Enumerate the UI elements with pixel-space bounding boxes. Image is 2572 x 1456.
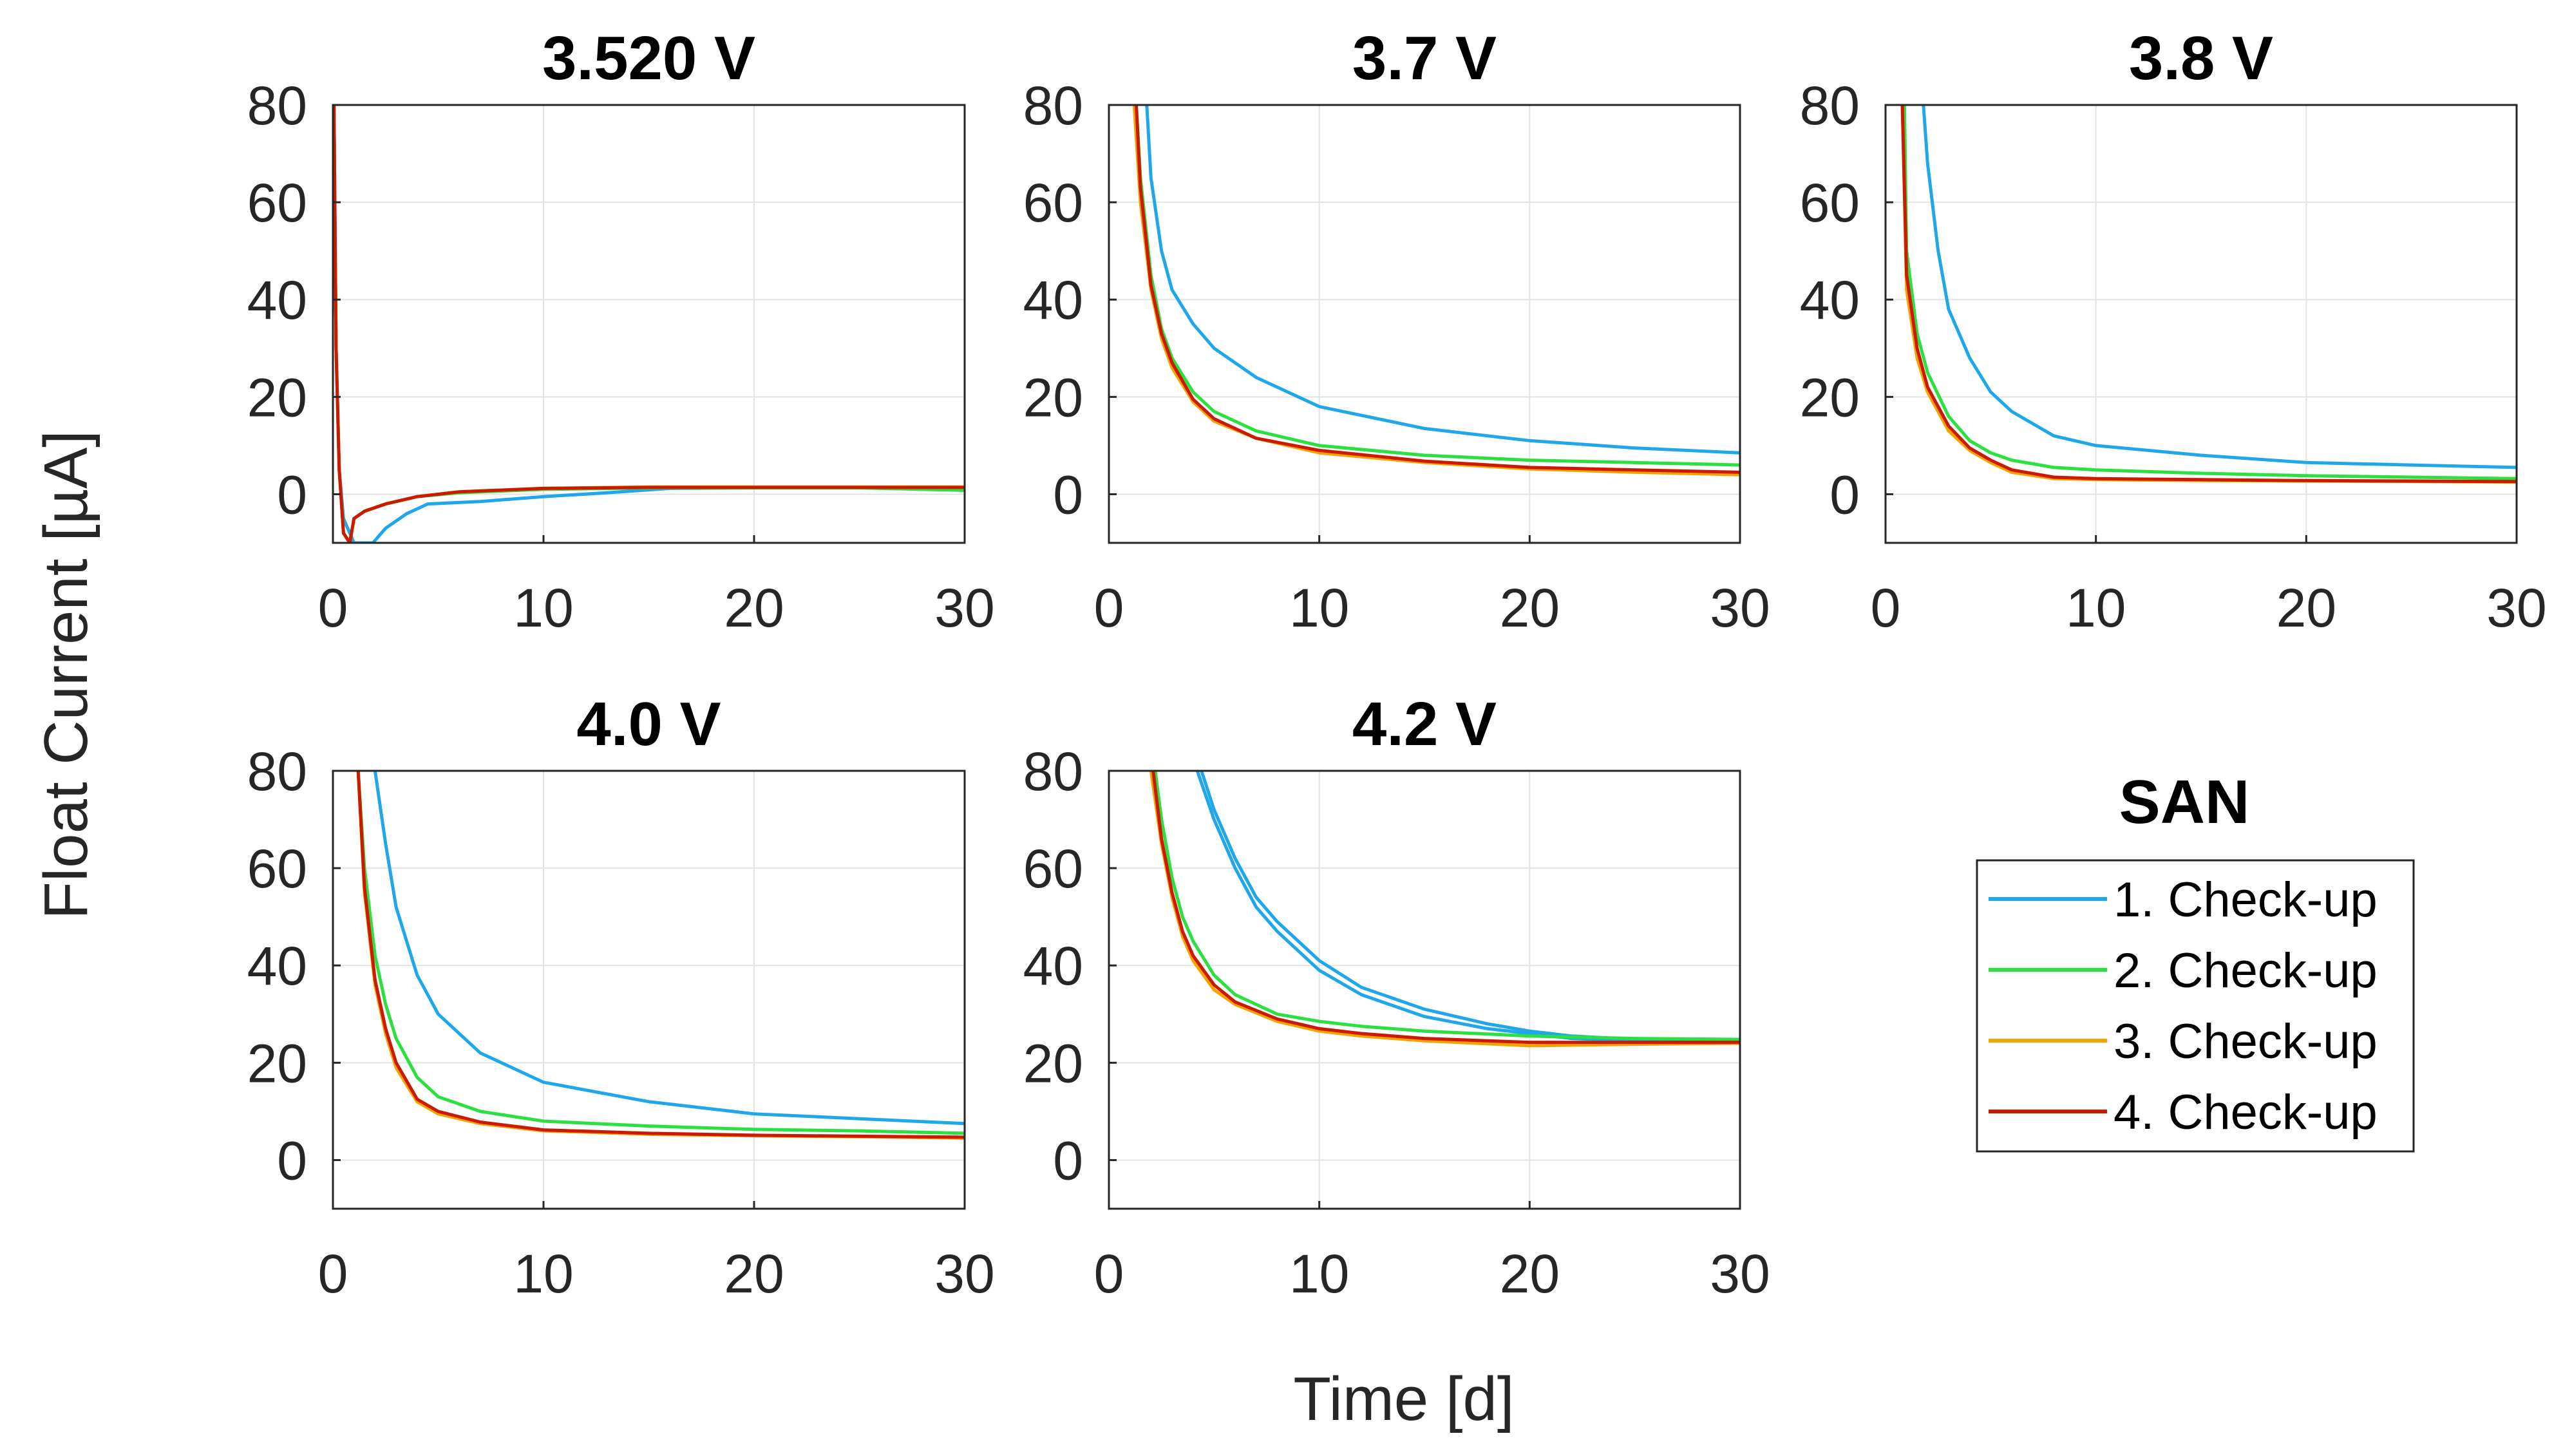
legend-box [1976,859,2415,1153]
y-tick-label: 80 [1023,75,1083,136]
y-tick-label: 40 [1023,270,1083,330]
series-group [1149,771,1740,1048]
plot-area [333,771,965,1209]
y-tick-label: 60 [1800,173,1860,233]
y-tick-label: 80 [1023,741,1083,802]
y-tick-label: 40 [247,270,307,330]
x-tick-label: 0 [318,1243,348,1304]
legend-title: SAN [2119,768,2250,837]
x-tick-label: 30 [934,578,994,638]
y-tick-label: 0 [277,1130,307,1191]
axes-box [1884,104,2518,544]
y-tick-label: 0 [277,464,307,525]
legend-label: 4. Check-up [2113,1085,2378,1140]
subplot-title: 3.8 V [2129,24,2273,93]
series-group [1132,105,1740,477]
axes-box [332,104,966,544]
y-tick-label: 80 [247,75,307,136]
plot-area [1886,105,2517,543]
x-tick-label: 0 [1871,578,1901,638]
series-line [333,105,965,543]
series-line [1902,105,2517,480]
x-tick-label: 30 [2486,578,2546,638]
x-tick-label: 30 [1710,578,1770,638]
y-tick-label: 0 [1053,464,1083,525]
x-axis-label: Time [d] [1293,1365,1514,1433]
y-axis-label: Float Current [µA] [32,430,100,920]
subplot-title: 3.520 V [542,24,755,93]
subplots: 0 10 20 30 0 20 40 60 80 3.520 V 0 10 20 30 0 20 40 60 80 3… [247,24,2547,1304]
legend-label: 1. Check-up [2113,873,2378,927]
x-tick-label: 0 [1094,578,1124,638]
x-tick-label: 20 [2276,578,2336,638]
series-line [1151,771,1740,1045]
y-tick-label: 20 [247,1033,307,1093]
x-tick-label: 20 [724,578,784,638]
subplot-4: 0 10 20 30 0 20 40 60 80 4.0 V [247,690,995,1304]
y-tick-label: 0 [1053,1130,1083,1191]
series-line [1900,105,2517,484]
series-group [356,771,965,1140]
x-tick-label: 10 [513,578,573,638]
x-tick-label: 10 [1289,1243,1349,1304]
plot-area [333,105,965,543]
x-tick-label: 30 [934,1243,994,1304]
x-tick-label: 30 [1710,1243,1770,1304]
legend-entries: 1. Check-up 2. Check-up 3. Check-up 4. Chec… [1989,873,2378,1140]
plot-area [1109,771,1740,1209]
legend-label: 3. Check-up [2113,1014,2378,1069]
plot-area [1109,105,1740,543]
y-tick-label: 80 [1800,75,1860,136]
y-tick-label: 60 [1023,173,1083,233]
y-tick-label: 0 [1830,464,1860,525]
series-line [1135,105,1740,474]
series-line [356,771,965,1135]
y-tick-label: 20 [1023,1033,1083,1093]
series-line [1145,105,1740,455]
x-tick-label: 0 [318,578,348,638]
series-line [373,771,965,1126]
x-tick-label: 10 [2066,578,2126,638]
series-line [1153,771,1740,1041]
y-tick-label: 40 [1023,936,1083,996]
x-tick-label: 10 [1289,578,1349,638]
y-tick-label: 80 [247,741,307,802]
series-group [1900,105,2517,484]
x-tick-label: 20 [1500,578,1560,638]
y-tick-label: 20 [1023,367,1083,428]
subplot-5: 0 10 20 30 0 20 40 60 80 4.2 V [1023,690,1770,1304]
subplot-2: 0 10 20 30 0 20 40 60 80 3.7 V [1023,24,1770,638]
y-tick-label: 20 [247,367,307,428]
legend: SAN 1. Check-up 2. Check-up 3. Check-up 4. … [1976,768,2415,1153]
y-tick-label: 60 [247,173,307,233]
axes-box [1108,104,1741,544]
subplot-3: 0 10 20 30 0 20 40 60 80 3.8 V [1800,24,2547,638]
subplot-title: 4.2 V [1352,690,1497,759]
y-tick-label: 20 [1800,367,1860,428]
subplot-1: 0 10 20 30 0 20 40 60 80 3.520 V [247,24,995,638]
y-tick-label: 40 [247,936,307,996]
legend-label: 2. Check-up [2113,943,2378,998]
x-tick-label: 20 [1500,1243,1560,1304]
subplot-title: 3.7 V [1352,24,1497,93]
axes-box [1108,770,1741,1210]
axes-box [332,770,966,1210]
y-tick-label: 40 [1800,270,1860,330]
x-tick-label: 10 [513,1243,573,1304]
y-tick-label: 60 [247,838,307,899]
x-tick-label: 0 [1094,1243,1124,1304]
subplot-title: 4.0 V [576,690,721,759]
series-line [1922,105,2517,469]
y-tick-label: 60 [1023,838,1083,899]
series-line [356,771,965,1139]
series-group [333,105,965,543]
x-tick-label: 20 [724,1243,784,1304]
